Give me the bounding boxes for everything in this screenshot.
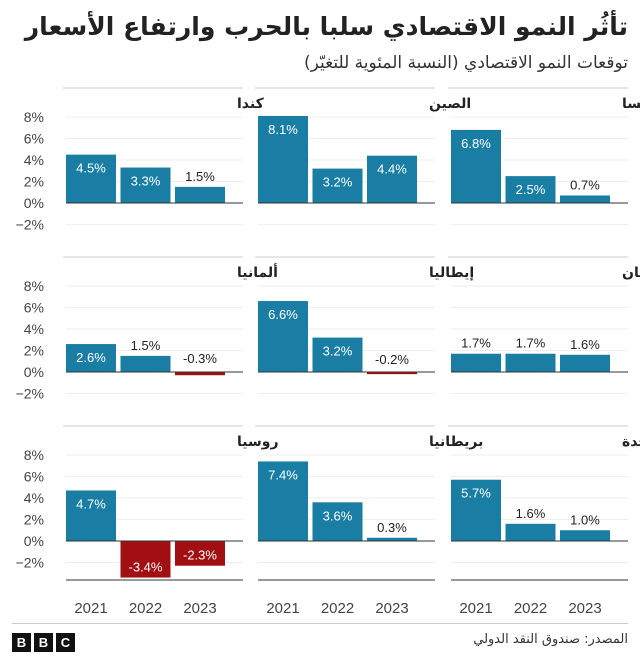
- y-tick-label: −2%: [16, 217, 44, 233]
- panel-title: كندا: [237, 96, 265, 112]
- bar: [258, 301, 308, 372]
- bbc-logo-letter: B: [34, 633, 53, 652]
- bar: [66, 490, 116, 541]
- bar: [560, 195, 610, 203]
- chart-subtitle: توقعات النمو الاقتصادي (النسبة المئوية ل…: [303, 53, 628, 73]
- data-label: 3.3%: [131, 174, 161, 189]
- y-tick-label: −2%: [16, 386, 44, 402]
- data-label: 7.4%: [268, 467, 298, 482]
- bar: [120, 541, 171, 578]
- bbc-logo: B B C: [12, 633, 75, 652]
- y-tick-label: 6%: [24, 469, 44, 485]
- y-tick-label: 8%: [24, 109, 44, 125]
- bar: [367, 372, 417, 375]
- data-label: 5.7%: [461, 486, 491, 501]
- data-label: -0.3%: [183, 351, 217, 366]
- bar: [66, 344, 116, 372]
- y-tick-label: −2%: [16, 555, 44, 571]
- data-label: 6.6%: [268, 307, 298, 322]
- data-label: 1.0%: [570, 512, 600, 527]
- data-label: 3.6%: [323, 508, 353, 523]
- footer-divider: [12, 623, 628, 624]
- data-label: 2.5%: [516, 182, 546, 197]
- data-label: 2.6%: [76, 350, 106, 365]
- source-note: المصدر: صندوق النقد الدولي: [473, 632, 628, 647]
- bar: [560, 354, 610, 372]
- x-tick-label: 2021: [459, 600, 492, 617]
- panel-title: إيطاليا: [429, 265, 474, 281]
- bar: [312, 337, 363, 372]
- bar: [505, 353, 556, 372]
- y-tick-label: 4%: [24, 321, 44, 337]
- bar: [451, 479, 501, 541]
- data-label: 8.1%: [268, 122, 298, 137]
- y-tick-label: 0%: [24, 533, 44, 549]
- data-label: 1.7%: [461, 336, 491, 351]
- bar: [175, 186, 225, 203]
- bar: [451, 129, 501, 203]
- x-tick-label: 2023: [568, 600, 601, 617]
- panel-title: ألمانيا: [237, 263, 278, 281]
- data-label: 0.7%: [570, 177, 600, 192]
- bar: [312, 502, 363, 541]
- bar: [120, 355, 171, 372]
- bbc-logo-letter: C: [56, 633, 75, 652]
- x-tick-label: 2021: [74, 600, 107, 617]
- bar: [258, 115, 308, 203]
- bar: [66, 154, 116, 203]
- y-tick-label: 6%: [24, 300, 44, 316]
- bar: [175, 372, 225, 376]
- data-label: -3.4%: [129, 560, 163, 575]
- y-tick-label: 4%: [24, 490, 44, 506]
- x-tick-label: 2023: [183, 600, 216, 617]
- bbc-logo-letter: B: [12, 633, 31, 652]
- x-tick-label: 2021: [266, 600, 299, 617]
- y-tick-label: 2%: [24, 343, 44, 359]
- data-label: 4.4%: [377, 162, 407, 177]
- data-label: -0.2%: [375, 352, 409, 367]
- bar: [175, 541, 225, 566]
- data-label: 1.7%: [516, 336, 546, 351]
- y-tick-label: 4%: [24, 152, 44, 168]
- x-tick-label: 2022: [129, 600, 162, 617]
- y-tick-label: 2%: [24, 512, 44, 528]
- bar: [505, 176, 556, 203]
- data-label: 1.5%: [185, 169, 215, 184]
- y-tick-label: 2%: [24, 174, 44, 190]
- y-tick-label: 0%: [24, 364, 44, 380]
- bar: [120, 167, 171, 203]
- bar: [451, 353, 501, 372]
- bar: [367, 155, 417, 203]
- x-tick-label: 2023: [375, 600, 408, 617]
- panel-title: فرنسا: [622, 96, 640, 112]
- bar: [258, 461, 308, 541]
- data-label: 6.8%: [461, 136, 491, 151]
- data-label: 1.6%: [516, 506, 546, 521]
- chart-title: تأثُر النمو الاقتصادي سلبا بالحرب وارتفا…: [24, 12, 628, 41]
- data-label: -2.3%: [183, 548, 217, 563]
- panel-title: بريطانيا: [429, 434, 483, 450]
- bar: [312, 168, 363, 203]
- y-tick-label: 6%: [24, 131, 44, 147]
- y-tick-label: 8%: [24, 278, 44, 294]
- bar: [560, 530, 610, 541]
- x-tick-label: 2022: [514, 600, 547, 617]
- data-label: 1.6%: [570, 337, 600, 352]
- bar: [367, 537, 417, 541]
- data-label: 3.2%: [323, 344, 353, 359]
- data-label: 3.2%: [323, 175, 353, 190]
- data-label: 0.3%: [377, 520, 407, 535]
- y-tick-label: 0%: [24, 195, 44, 211]
- panel-title: الصين: [429, 96, 471, 112]
- panel-title: الولايات المتحدة: [622, 434, 640, 450]
- bar: [505, 523, 556, 541]
- data-label: 4.7%: [76, 496, 106, 511]
- x-tick-label: 2022: [321, 600, 354, 617]
- y-tick-label: 8%: [24, 447, 44, 463]
- panel-title: اليابان: [622, 265, 640, 281]
- data-label: 1.5%: [131, 338, 161, 353]
- panel-title: روسيا: [237, 434, 279, 450]
- data-label: 4.5%: [76, 161, 106, 176]
